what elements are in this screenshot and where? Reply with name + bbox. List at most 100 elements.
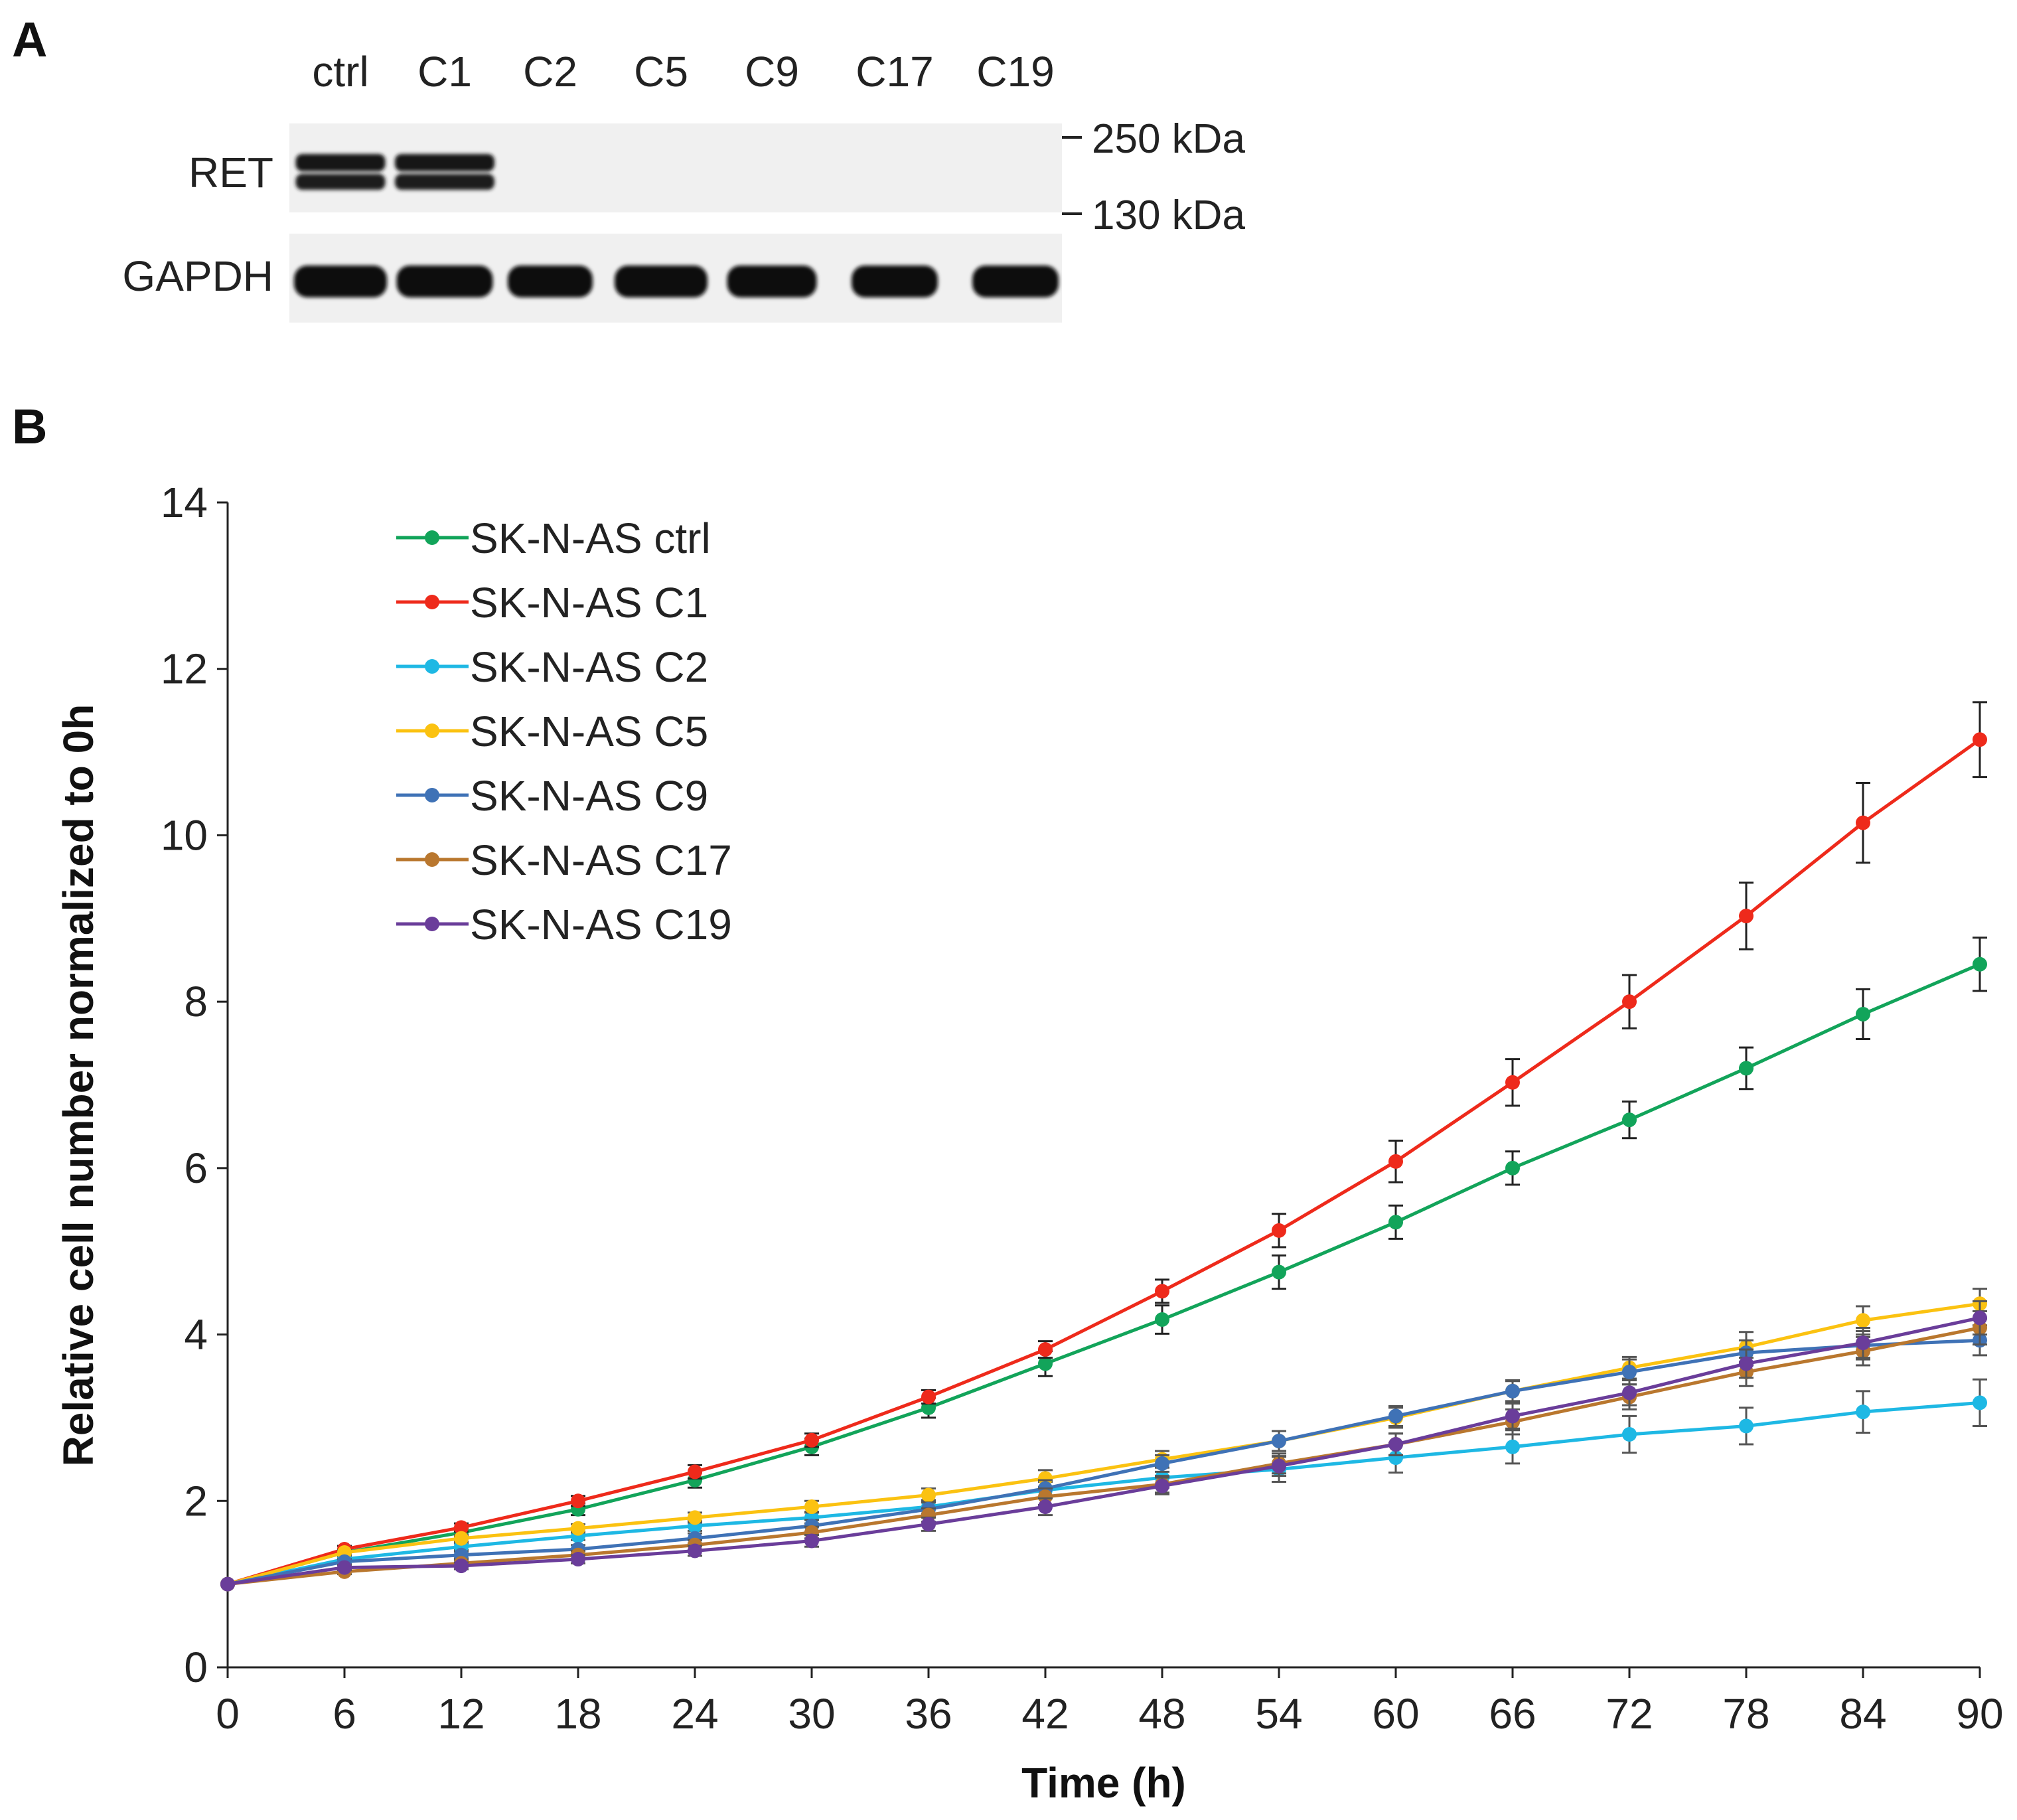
data-point-sk-n-as-c2-72 — [1622, 1427, 1637, 1442]
legend-item-sk-n-as-c5: SK-N-AS C5 — [396, 708, 708, 755]
data-point-sk-n-as-ctrl-66 — [1505, 1160, 1520, 1175]
x-tick-label-66: 66 — [1489, 1690, 1536, 1738]
data-point-sk-n-as-c9-72 — [1622, 1364, 1637, 1379]
ret-band-upper-ctrl — [295, 154, 386, 171]
legend-swatch-marker-sk-n-as-c19 — [425, 917, 439, 931]
data-point-sk-n-as-c5-12 — [454, 1531, 469, 1546]
data-point-sk-n-as-c1-12 — [454, 1520, 469, 1535]
panel-a-western-blot: A ctrl C1 C2 C5 C9 C17 C19 RET GAPDH 250 kDa 1… — [12, 12, 1245, 323]
x-tick-label-18: 18 — [554, 1690, 601, 1738]
data-point-sk-n-as-c5-18 — [571, 1521, 585, 1536]
panel-a-label: A — [12, 12, 47, 67]
data-point-sk-n-as-c19-12 — [454, 1558, 469, 1574]
data-point-sk-n-as-c1-24 — [688, 1464, 702, 1479]
data-point-sk-n-as-c19-48 — [1155, 1478, 1169, 1493]
data-point-sk-n-as-ctrl-48 — [1155, 1312, 1169, 1327]
series-line-sk-n-as-c5 — [227, 1302, 1980, 1586]
legend-swatch-marker-sk-n-as-c1 — [425, 595, 439, 609]
x-tick-label-42: 42 — [1021, 1690, 1069, 1738]
legend-item-sk-n-as-c2: SK-N-AS C2 — [396, 643, 708, 691]
legend-swatch-marker-sk-n-as-c2 — [425, 659, 439, 674]
data-point-sk-n-as-c1-18 — [571, 1493, 585, 1509]
x-tick-label-24: 24 — [671, 1690, 718, 1738]
legend-label-sk-n-as-ctrl: SK-N-AS ctrl — [470, 514, 711, 562]
data-point-sk-n-as-c5-24 — [688, 1510, 702, 1525]
legend-label-sk-n-as-c19: SK-N-AS C19 — [470, 901, 732, 948]
data-point-sk-n-as-c1-78 — [1739, 909, 1754, 924]
data-point-sk-n-as-c9-66 — [1505, 1383, 1520, 1399]
lane-label-c17: C17 — [856, 48, 933, 96]
x-axis-title: Time (h) — [1021, 1759, 1186, 1807]
data-point-sk-n-as-c19-42 — [1038, 1499, 1053, 1515]
legend-item-sk-n-as-c19: SK-N-AS C19 — [396, 901, 732, 948]
data-point-sk-n-as-c19-0 — [220, 1576, 235, 1592]
lane-label-c19: C19 — [976, 48, 1054, 96]
x-ticks: 0 6 12 18 24 30 36 42 48 54 60 66 72 78 84 90 — [216, 1667, 2004, 1738]
x-tick-label-12: 12 — [437, 1690, 485, 1738]
lane-labels: ctrl C1 C2 C5 C9 C17 C19 — [312, 48, 1054, 96]
lane-label-c1: C1 — [417, 48, 472, 96]
series-group — [220, 701, 1987, 1592]
data-point-sk-n-as-ctrl-42 — [1038, 1356, 1053, 1371]
gapdh-band-c17 — [852, 265, 938, 297]
legend-item-sk-n-as-ctrl: SK-N-AS ctrl — [396, 514, 711, 562]
legend-item-sk-n-as-c9: SK-N-AS C9 — [396, 772, 708, 820]
legend: SK-N-AS ctrl SK-N-AS C1 SK-N-AS C2 SK-N-AS … — [396, 514, 732, 948]
legend-label-sk-n-as-c17: SK-N-AS C17 — [470, 836, 732, 884]
ret-bands — [295, 154, 494, 190]
series-line-sk-n-as-c9 — [227, 1338, 1980, 1586]
x-tick-label-6: 6 — [333, 1690, 356, 1738]
data-point-sk-n-as-ctrl-54 — [1272, 1264, 1286, 1280]
data-point-sk-n-as-c9-48 — [1155, 1456, 1169, 1471]
data-point-sk-n-as-c5-30 — [804, 1499, 819, 1515]
data-point-sk-n-as-c19-36 — [921, 1517, 936, 1532]
y-tick-label-0: 0 — [184, 1643, 208, 1691]
data-point-sk-n-as-c2-84 — [1856, 1404, 1870, 1420]
x-tick-label-0: 0 — [216, 1690, 240, 1738]
data-point-sk-n-as-c5-42 — [1038, 1471, 1053, 1486]
data-point-sk-n-as-ctrl-72 — [1622, 1112, 1637, 1128]
lane-label-c5: C5 — [634, 48, 688, 96]
data-point-sk-n-as-c2-90 — [1973, 1395, 1987, 1410]
series-line-sk-n-as-c19 — [227, 1316, 1980, 1586]
lane-label-ctrl: ctrl — [312, 48, 368, 96]
data-point-sk-n-as-c1-42 — [1038, 1342, 1053, 1357]
series-line-sk-n-as-c17 — [227, 1326, 1980, 1586]
data-point-sk-n-as-ctrl-84 — [1856, 1006, 1870, 1022]
data-point-sk-n-as-c19-18 — [571, 1552, 585, 1567]
x-tick-label-36: 36 — [905, 1690, 952, 1738]
series-line-sk-n-as-c2 — [227, 1401, 1980, 1586]
series-sk-n-as-c9 — [220, 1324, 1987, 1592]
data-point-sk-n-as-c2-60 — [1388, 1450, 1403, 1466]
gapdh-band-c9 — [727, 265, 817, 297]
x-tick-label-84: 84 — [1839, 1690, 1886, 1738]
data-point-sk-n-as-c19-60 — [1388, 1437, 1403, 1452]
legend-label-sk-n-as-c9: SK-N-AS C9 — [470, 772, 708, 820]
row-label-ret: RET — [188, 149, 273, 196]
row-label-gapdh: GAPDH — [122, 252, 273, 300]
data-point-sk-n-as-c17-42 — [1038, 1489, 1053, 1505]
gapdh-band-c19 — [972, 265, 1059, 297]
y-tick-label-14: 14 — [161, 479, 208, 526]
data-point-sk-n-as-c19-54 — [1272, 1458, 1286, 1474]
series-sk-n-as-ctrl — [220, 937, 1987, 1592]
legend-swatch-marker-sk-n-as-c9 — [425, 788, 439, 802]
data-point-sk-n-as-ctrl-60 — [1388, 1215, 1403, 1230]
legend-swatch-marker-sk-n-as-ctrl — [425, 530, 439, 545]
y-tick-label-12: 12 — [161, 645, 208, 693]
data-point-sk-n-as-c1-72 — [1622, 994, 1637, 1010]
data-point-sk-n-as-c1-66 — [1505, 1075, 1520, 1090]
legend-label-sk-n-as-c2: SK-N-AS C2 — [470, 643, 708, 691]
legend-swatch-marker-sk-n-as-c17 — [425, 852, 439, 867]
data-point-sk-n-as-c1-60 — [1388, 1154, 1403, 1169]
panel-b-label: B — [12, 399, 47, 454]
legend-item-sk-n-as-c17: SK-N-AS C17 — [396, 836, 732, 884]
lane-label-c2: C2 — [523, 48, 577, 96]
data-point-sk-n-as-c19-72 — [1622, 1385, 1637, 1401]
x-tick-label-54: 54 — [1255, 1690, 1302, 1738]
data-point-sk-n-as-c5-84 — [1856, 1313, 1870, 1328]
data-point-sk-n-as-c1-48 — [1155, 1284, 1169, 1299]
y-ticks: 0 2 4 6 8 10 12 14 — [161, 479, 228, 1691]
series-line-sk-n-as-ctrl — [227, 962, 1980, 1586]
